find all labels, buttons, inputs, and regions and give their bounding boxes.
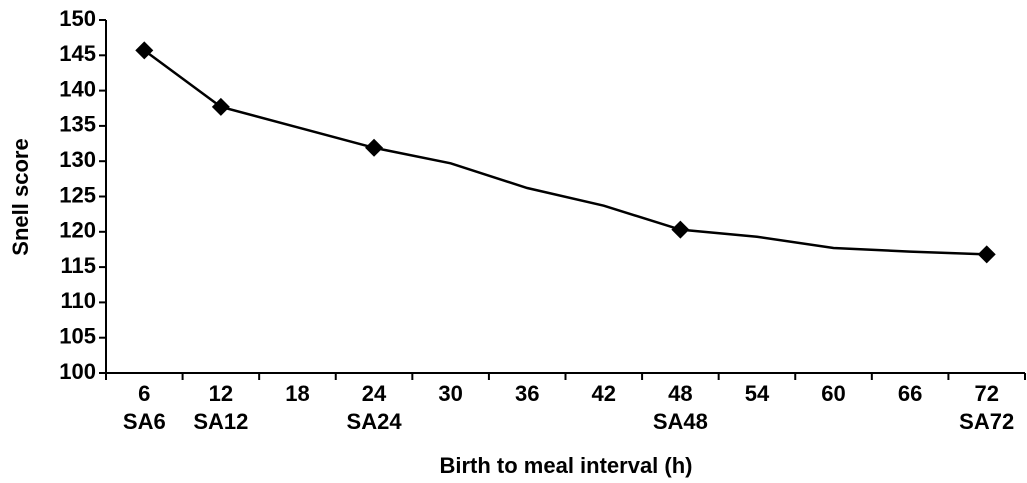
x-tick-label: 66 [898, 381, 922, 406]
x-tick-label: 30 [438, 381, 462, 406]
x-tick-sublabel: SA24 [347, 409, 403, 434]
marker [977, 245, 996, 264]
y-tick-label: 105 [59, 324, 96, 349]
x-tick-label: 60 [821, 381, 845, 406]
marker [135, 41, 154, 60]
x-axis-label: Birth to meal interval (h) [439, 453, 692, 478]
y-tick-label: 115 [61, 253, 97, 278]
x-tick-label: 24 [362, 381, 387, 406]
y-tick-label: 100 [59, 359, 96, 384]
x-tick-label: 54 [745, 381, 770, 406]
y-tick-label: 125 [59, 182, 96, 207]
y-tick-label: 150 [59, 6, 96, 31]
x-tick-label: 36 [515, 381, 539, 406]
marker [671, 220, 690, 239]
x-tick-label: 18 [285, 381, 309, 406]
x-tick-sublabel: SA12 [193, 409, 248, 434]
x-tick-sublabel: SA6 [123, 409, 166, 434]
y-tick-label: 120 [59, 218, 96, 243]
line [143, 49, 987, 256]
marker [211, 97, 230, 116]
y-tick-label: 140 [59, 76, 96, 101]
x-tick-label: 12 [209, 381, 233, 406]
marker [365, 138, 384, 157]
x-tick-label: 6 [138, 381, 150, 406]
y-axis-label: Snell score [8, 138, 33, 255]
x-tick-sublabel: SA48 [653, 409, 708, 434]
x-tick-label: 42 [592, 381, 616, 406]
x-tick-sublabel: SA72 [959, 409, 1014, 434]
y-tick-label: 145 [59, 41, 96, 66]
x-tick-label: 48 [668, 381, 692, 406]
y-tick-label: 130 [59, 147, 96, 172]
y-tick-label: 110 [61, 288, 97, 313]
x-tick-label: 72 [974, 381, 998, 406]
y-tick-label: 135 [59, 112, 96, 137]
